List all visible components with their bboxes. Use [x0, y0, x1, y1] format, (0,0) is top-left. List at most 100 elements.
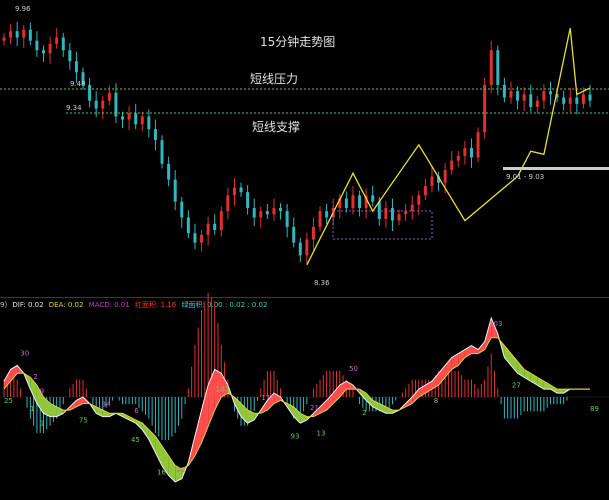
candle-body	[55, 37, 59, 44]
macd-ribbon-segment	[333, 385, 340, 404]
candle-body	[384, 207, 388, 219]
chart-title: 15分钟走势图	[260, 34, 335, 49]
macd-ribbon-segment	[293, 406, 301, 424]
candle-body	[134, 113, 138, 125]
candle-body	[272, 207, 276, 215]
macd-ribbon-segment	[247, 410, 255, 424]
macd-green-annotation: 25	[4, 397, 13, 405]
candle-body	[542, 91, 546, 101]
candle-body	[516, 91, 520, 101]
candle-body	[489, 50, 493, 85]
macd-ribbon-segment	[366, 393, 373, 407]
macd-purple-annotation: 9	[40, 388, 44, 396]
candle-body	[423, 185, 427, 196]
macd-ribbon-segment	[122, 413, 130, 420]
macd-ribbon-segment	[557, 389, 564, 394]
candle-body	[127, 113, 131, 120]
macd-green-annotation: 75	[79, 416, 88, 424]
macd-green-annotation: 107	[216, 385, 229, 393]
low-label: 8.36	[314, 279, 330, 287]
candle-body	[88, 84, 92, 101]
macd-green-annotation: 13	[317, 429, 326, 437]
candle-body	[140, 116, 144, 125]
macd-ribbon-segment	[194, 410, 202, 456]
macd-ribbon-segment	[438, 365, 446, 386]
macd-green-annotation: 8	[434, 397, 438, 405]
candle-body	[226, 195, 230, 212]
candle-body	[496, 50, 500, 85]
legend-dea: DEA: 0.02	[48, 301, 84, 309]
macd-ribbon-segment	[50, 403, 57, 417]
macd-ribbon-segment	[504, 345, 511, 366]
candle-body	[239, 187, 243, 193]
candle-body	[42, 50, 46, 54]
macd-ribbon-segment	[385, 406, 393, 414]
candle-body	[390, 207, 394, 221]
candle-body	[344, 198, 348, 208]
macd-ribbon-segment	[339, 381, 347, 397]
macd-ribbon-segment	[148, 429, 156, 453]
macd-ribbon-segment	[102, 410, 110, 417]
candle-body	[430, 176, 434, 186]
candle-body	[246, 192, 250, 208]
macd-ribbon-segment	[359, 389, 367, 401]
macd-ribbon-segment	[451, 353, 459, 370]
candle-body	[265, 211, 269, 215]
legend-dif: DIF: 0.02	[12, 301, 44, 309]
macd-purple-annotation: 6	[134, 407, 139, 415]
macd-ribbon-segment	[142, 423, 149, 440]
macd-legend: 9) DIF: 0.02 DEA: 0.02 MACD: 0.01 红面积: 1…	[0, 298, 609, 312]
candle-body	[311, 226, 315, 240]
candle-body	[377, 201, 381, 219]
candle-body	[180, 201, 184, 218]
macd-green-annotation: 89	[590, 405, 599, 413]
candles	[2, 21, 592, 264]
macd-purple-annotation: 34	[102, 401, 111, 409]
price-pane: 9.96 9.48 9.34 8.36 9.01 - 9.03 15分钟走势图 …	[0, 5, 609, 287]
candle-body	[338, 198, 342, 208]
candle-body	[351, 195, 355, 208]
candle-body	[121, 116, 125, 120]
macd-ribbon-segment	[405, 397, 413, 407]
macd-ribbon-segment	[10, 365, 18, 382]
macd-purple-annotation: 30	[20, 349, 29, 357]
macd-ribbon-segment	[550, 385, 558, 394]
candle-body	[443, 170, 447, 183]
candle-body	[562, 97, 566, 104]
macd-purple-annotation: 50	[349, 365, 358, 373]
candle-body	[2, 37, 6, 41]
high-label: 9.96	[15, 5, 31, 13]
candle-body	[404, 211, 408, 215]
legend-prefix: 9)	[0, 301, 8, 309]
macd-ribbon-segment	[445, 357, 452, 378]
macd-ribbon-segment	[412, 389, 419, 404]
candle-body	[358, 195, 362, 208]
legend-macd: MACD: 0.01	[88, 301, 130, 309]
candle-body	[167, 163, 171, 180]
candle-body	[186, 217, 190, 234]
macd-purple-annotation: 22	[177, 466, 186, 474]
candle-body	[94, 100, 98, 109]
candle-body	[285, 211, 289, 227]
candle-body	[325, 211, 329, 218]
support-label: 短线支撑	[252, 119, 300, 134]
macd-ribbon-segment	[432, 373, 439, 390]
candle-body	[101, 100, 105, 109]
macd-ribbon-segment	[313, 406, 320, 417]
candle-body	[509, 91, 513, 98]
macd-ribbon-segment	[96, 406, 103, 417]
macd-ribbon-segment	[221, 373, 228, 397]
candle-body	[35, 40, 39, 51]
pattern-zigzag	[306, 27, 591, 266]
candle-body	[437, 176, 441, 183]
candle-body	[469, 148, 473, 158]
dif-line	[3, 316, 590, 483]
macd-ribbon-segment	[4, 369, 11, 390]
range-tag: 9.01 - 9.03	[506, 173, 544, 181]
macd-green-annotation: 2	[362, 409, 366, 417]
candle-body	[61, 37, 65, 51]
candle-body	[147, 116, 151, 130]
candle-body	[371, 195, 375, 202]
